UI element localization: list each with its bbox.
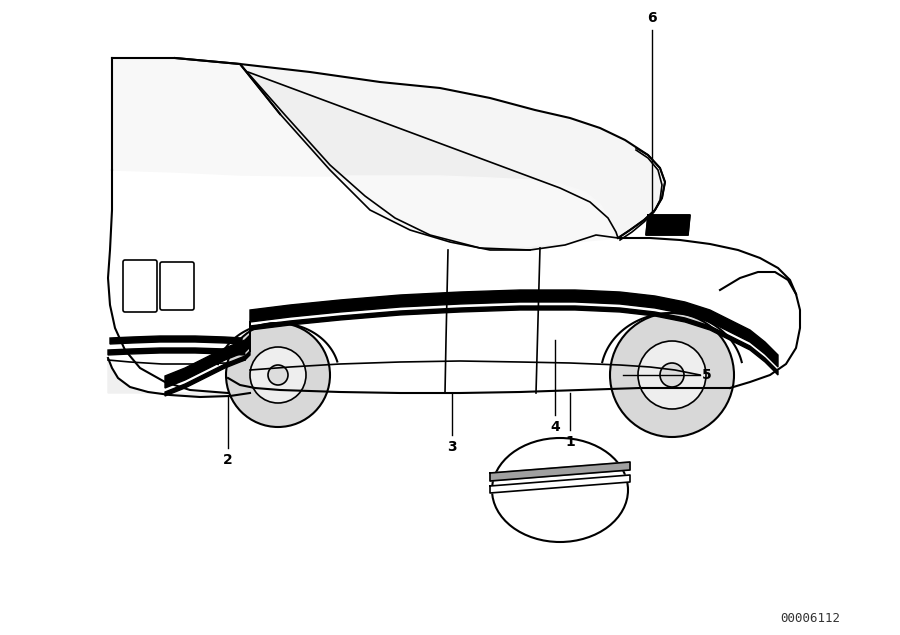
Text: 3: 3 xyxy=(447,440,457,454)
Text: 5: 5 xyxy=(702,368,712,382)
Circle shape xyxy=(250,347,306,403)
Circle shape xyxy=(610,313,734,437)
Text: 2: 2 xyxy=(223,453,233,467)
Circle shape xyxy=(638,341,706,409)
Polygon shape xyxy=(490,462,630,481)
Circle shape xyxy=(660,363,684,387)
Polygon shape xyxy=(108,348,245,355)
Polygon shape xyxy=(165,306,778,396)
Text: 00006112: 00006112 xyxy=(780,612,840,625)
Polygon shape xyxy=(112,58,618,250)
Polygon shape xyxy=(106,58,800,393)
Circle shape xyxy=(268,365,288,385)
Text: 1: 1 xyxy=(565,435,575,449)
Polygon shape xyxy=(110,336,242,344)
Polygon shape xyxy=(108,358,250,397)
Text: 4: 4 xyxy=(550,420,560,434)
Text: 6: 6 xyxy=(647,11,657,25)
Circle shape xyxy=(226,323,330,427)
Polygon shape xyxy=(240,64,618,250)
Polygon shape xyxy=(490,475,630,493)
Polygon shape xyxy=(165,290,778,388)
Polygon shape xyxy=(240,64,665,238)
Polygon shape xyxy=(646,215,690,235)
Ellipse shape xyxy=(492,438,628,542)
